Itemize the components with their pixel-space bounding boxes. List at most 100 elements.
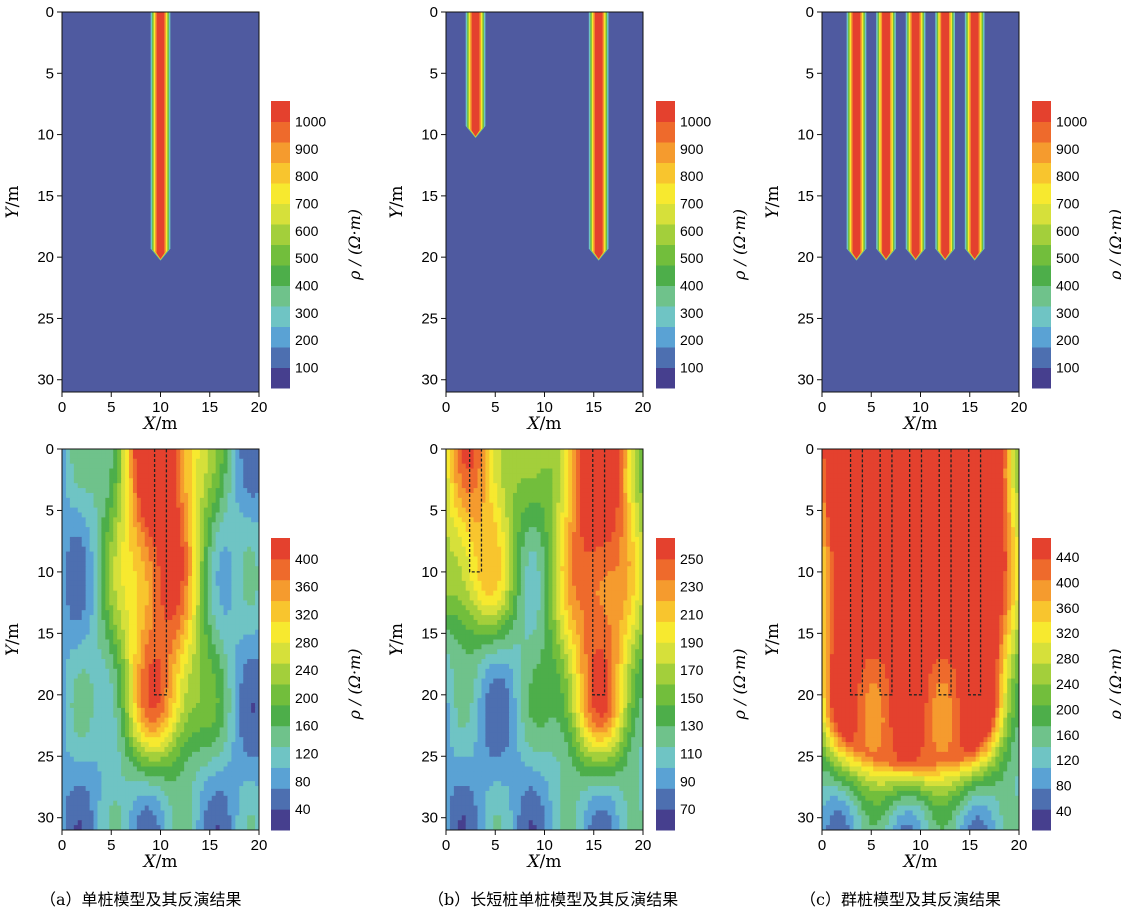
field-cell <box>457 473 463 479</box>
field-cell <box>227 512 233 518</box>
field-cell <box>207 478 213 484</box>
field-cell <box>556 492 561 499</box>
field-cell <box>623 478 628 484</box>
field-cell <box>85 610 91 616</box>
field-cell <box>215 551 221 558</box>
field-cell <box>172 473 177 479</box>
field-cell <box>203 742 209 748</box>
field-cell <box>121 561 126 567</box>
field-cell <box>195 786 201 792</box>
field-cell <box>144 566 150 572</box>
field-cell <box>73 786 79 792</box>
field-cell <box>560 453 565 460</box>
field-cell <box>97 595 102 602</box>
field-cell <box>635 468 640 475</box>
field-cell <box>211 663 217 670</box>
field-cell <box>192 449 197 455</box>
field-cell <box>227 497 233 504</box>
field-cell <box>635 463 640 470</box>
field-cell <box>101 781 106 787</box>
field-cell <box>477 458 483 465</box>
field-cell <box>223 751 229 758</box>
field-cell <box>156 458 162 465</box>
field-cell <box>176 449 181 455</box>
field-cell <box>164 556 169 562</box>
field-cell <box>176 595 181 602</box>
field-cell <box>77 468 83 475</box>
field-cell <box>223 649 229 655</box>
colorbar-tick-label: 360 <box>295 579 319 595</box>
field-cell <box>77 693 83 699</box>
field-cell <box>203 693 209 699</box>
field-cell <box>85 624 91 631</box>
field-cell <box>461 453 467 460</box>
field-cell <box>85 732 91 738</box>
field-cell <box>128 634 134 641</box>
field-cell <box>215 668 221 675</box>
field-cell <box>77 673 83 680</box>
field-cell <box>203 580 209 587</box>
field-cell <box>77 654 83 660</box>
field-cell <box>199 654 205 660</box>
field-cell <box>73 527 79 533</box>
field-cell <box>501 478 506 484</box>
field-cell <box>164 795 169 802</box>
field-cell <box>192 634 197 641</box>
field-cell <box>489 522 494 528</box>
field-cell <box>168 502 173 509</box>
field-cell <box>544 488 550 494</box>
field-cell <box>497 483 502 489</box>
field-cell <box>85 463 91 470</box>
field-cell <box>65 703 71 709</box>
field-cell <box>477 478 483 484</box>
colorbar-tick-label: 600 <box>295 223 319 239</box>
field-cell <box>176 815 181 821</box>
field-cell <box>251 756 256 763</box>
field-cell <box>247 795 252 802</box>
field-cell <box>93 756 99 763</box>
field-cell <box>199 761 205 768</box>
field-cell <box>505 492 510 499</box>
field-cell <box>109 585 114 592</box>
field-cell <box>255 776 259 782</box>
field-cell <box>172 815 177 821</box>
pile-outline-1 <box>153 449 168 696</box>
field-cell <box>101 502 106 509</box>
field-cell <box>180 522 185 528</box>
field-cell <box>211 590 217 597</box>
field-cell <box>152 781 158 787</box>
field-cell <box>140 492 146 499</box>
field-cell <box>227 786 233 792</box>
field-cell <box>576 522 581 528</box>
y-tick-label: 15 <box>37 188 54 205</box>
field-cell <box>69 483 75 489</box>
field-cell <box>65 551 71 558</box>
field-cell <box>219 825 225 830</box>
field-cell <box>144 649 150 655</box>
field-cell <box>572 463 577 470</box>
field-cell <box>493 512 498 518</box>
field-cell <box>176 800 181 807</box>
field-cell <box>176 571 181 577</box>
field-cell <box>211 580 217 587</box>
field-cell <box>544 492 550 499</box>
field-cell <box>176 727 181 733</box>
field-cell <box>188 468 193 475</box>
field-cell <box>69 820 75 826</box>
field-cell <box>168 449 173 455</box>
field-cell <box>128 497 134 504</box>
field-cell <box>113 815 118 821</box>
field-cell <box>195 742 201 748</box>
field-cell <box>148 815 154 821</box>
field-cell <box>97 683 102 689</box>
field-cell <box>140 810 146 816</box>
field-cell <box>168 746 173 753</box>
field-cell <box>168 463 173 470</box>
field-cell <box>219 771 225 777</box>
field-cell <box>215 561 221 567</box>
field-cell <box>568 502 573 509</box>
field-cell <box>101 668 106 675</box>
field-cell <box>195 737 201 743</box>
field-cell <box>516 458 522 465</box>
field-cell <box>199 453 205 460</box>
